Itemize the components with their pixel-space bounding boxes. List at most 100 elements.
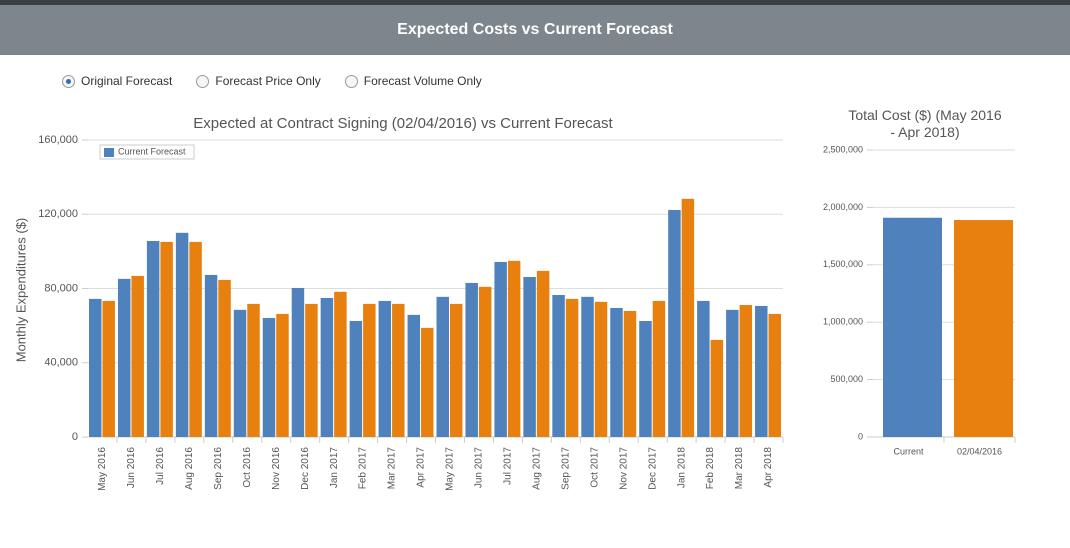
bar [117, 278, 131, 437]
radio-selected [66, 78, 71, 84]
chart-title-line: - Apr 2018) [890, 124, 959, 140]
bar [449, 303, 463, 437]
x-tick-label: Jun 2016 [126, 447, 137, 489]
legend-label: Current Forecast [118, 146, 186, 156]
x-tick-label: Sep 2016 [213, 447, 224, 490]
x-tick-label: Aug 2017 [531, 447, 542, 490]
bar [755, 305, 768, 437]
x-tick-label: Jul 2017 [503, 447, 514, 485]
bar [204, 274, 218, 437]
bar [247, 303, 260, 437]
bar [523, 276, 536, 437]
x-tick-label: Mar 2018 [734, 447, 745, 490]
y-tick-label: 80,000 [44, 282, 78, 294]
bar [639, 320, 652, 437]
bar [407, 314, 421, 437]
bar [710, 339, 724, 437]
bar [739, 305, 753, 437]
x-tick-label: Dec 2017 [647, 447, 658, 490]
x-tick-label: Oct 2017 [589, 447, 600, 488]
bar [218, 279, 231, 437]
chart-title: Total Cost ($) (May 2016- Apr 2018) [848, 107, 1001, 140]
bar [378, 300, 392, 437]
x-tick-label: Mar 2017 [387, 447, 398, 490]
bar [436, 296, 449, 437]
bar [623, 310, 637, 437]
bar [668, 209, 681, 437]
bar [291, 287, 305, 437]
y-axis-label: Monthly Expenditures ($) [13, 218, 28, 363]
bar [581, 296, 594, 437]
bar [536, 270, 550, 437]
x-tick-label: May 2016 [97, 447, 108, 491]
y-tick-label: 1,000,000 [823, 317, 863, 327]
chart-title: Expected at Contract Signing (02/04/2016… [193, 115, 613, 132]
bar [478, 286, 492, 437]
radio-button[interactable] [62, 74, 75, 88]
radio-option[interactable]: Original Forecast [62, 74, 172, 88]
bar [233, 309, 247, 437]
chart-title-line: Total Cost ($) (May 2016 [848, 107, 1001, 123]
bar [363, 303, 376, 437]
radio-option[interactable]: Forecast Volume Only [344, 74, 482, 88]
x-tick-label: Dec 2016 [300, 447, 311, 490]
bar [552, 294, 565, 437]
bar [89, 298, 102, 437]
radio-label[interactable]: Forecast Price Only [215, 74, 321, 88]
y-tick-label: 0 [72, 431, 78, 443]
bar [726, 309, 739, 437]
top-bar [0, 0, 1070, 5]
x-tick-label: Feb 2018 [705, 447, 716, 490]
x-tick-label: Aug 2016 [184, 447, 195, 490]
x-tick-label: Apr 2018 [763, 447, 774, 488]
radio-group: Original Forecast Forecast Price Only Fore… [62, 74, 506, 88]
x-tick-label: Jun 2017 [474, 447, 485, 489]
bar [305, 303, 318, 437]
bar [681, 198, 695, 437]
x-tick-label: Sep 2017 [560, 447, 571, 490]
x-tick-label: Feb 2017 [358, 447, 369, 490]
x-tick-label: Jan 2018 [676, 447, 687, 489]
radio-label[interactable]: Forecast Volume Only [363, 74, 482, 88]
bar [494, 261, 507, 437]
bar [465, 282, 478, 437]
bar [565, 298, 579, 437]
legend-box [99, 144, 195, 160]
bar [507, 260, 521, 437]
x-tick-label: May 2017 [445, 447, 456, 491]
bar [320, 297, 334, 437]
bar [652, 300, 666, 437]
y-tick-label: 40,000 [44, 357, 78, 369]
bar [146, 240, 160, 437]
bar [175, 232, 189, 437]
y-tick-label: 2,000,000 [823, 202, 863, 212]
y-tick-label: 160,000 [38, 134, 78, 146]
bar [610, 307, 623, 437]
x-tick-label: Oct 2016 [242, 447, 253, 488]
bar [262, 318, 276, 437]
y-tick-label: 2,500,000 [823, 144, 863, 154]
y-tick-label: 1,500,000 [823, 259, 863, 269]
radio-option[interactable]: Forecast Price Only [196, 74, 321, 88]
bar [768, 313, 781, 437]
x-tick-label: 02/04/2016 [957, 446, 1002, 456]
x-tick-label: Jul 2016 [155, 447, 166, 485]
radio-button[interactable] [196, 74, 210, 88]
header-title: Expected Costs vs Current Forecast [0, 5, 1070, 55]
x-tick-label: Apr 2017 [416, 447, 427, 488]
radio-label[interactable]: Original Forecast [81, 74, 173, 88]
bar [276, 313, 289, 437]
radio-button[interactable] [344, 74, 358, 88]
legend-swatch [104, 148, 114, 157]
bar [189, 241, 202, 437]
bar [392, 303, 405, 437]
bar [334, 291, 347, 437]
bar [160, 241, 173, 437]
bar [883, 217, 942, 437]
x-tick-label: Nov 2017 [618, 447, 629, 490]
bar [131, 275, 144, 437]
x-tick-label: Jan 2017 [329, 447, 340, 489]
x-tick-label: Nov 2016 [271, 447, 282, 490]
